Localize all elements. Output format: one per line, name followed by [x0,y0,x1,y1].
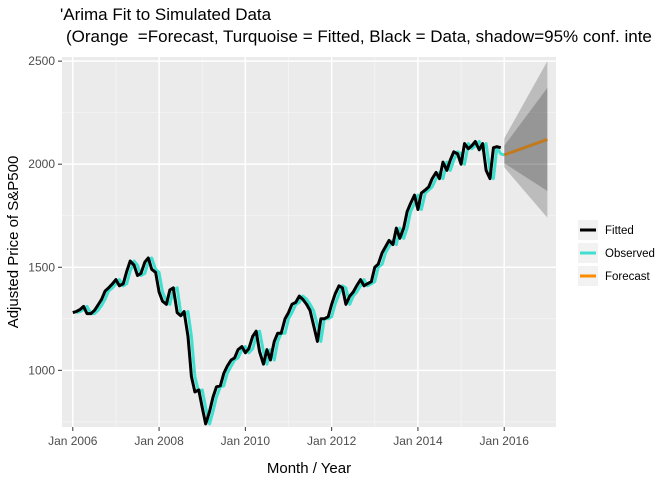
x-tick-label: Jan 2012 [307,434,357,448]
x-tick-label: Jan 2014 [393,434,443,448]
y-axis-title: Adjusted Price of S&P500 [5,156,22,329]
series-line-forecast [503,138,548,157]
confidence-band-95pct [504,61,548,218]
chart-title: 'Arima Fit to Simulated Data [60,5,272,24]
x-axis-title: Month / Year [267,460,351,477]
x-tick-label: Jan 2008 [134,434,184,448]
x-tick-label: Jan 2006 [48,434,98,448]
confidence-band-80pct [504,87,548,191]
y-axis-ticks: 1000 1500 2000 2500 [28,54,62,377]
confidence-bands [504,61,548,218]
y-tick-label: 1500 [28,260,55,274]
y-tick-label: 1000 [28,363,55,377]
legend-label-forecast: Forecast [605,271,651,283]
legend: Fitted Observed Forecast [578,220,655,286]
legend-label-fitted: Fitted [605,225,634,237]
x-tick-label: Jan 2010 [221,434,271,448]
series-line-observed [75,140,505,426]
series-line-fitted [72,140,502,426]
x-axis-ticks: Jan 2006 Jan 2008 Jan 2010 Jan 2012 Jan 2014… [48,427,529,448]
y-tick-label: 2500 [28,54,55,68]
grid-minor [62,57,556,427]
series-lines [72,138,548,426]
legend-label-observed: Observed [605,248,655,260]
y-tick-label: 2000 [28,157,55,171]
chart-subtitle: (Orange =Forecast, Turquoise = Fitted, B… [66,27,652,46]
plot-panel [62,57,556,427]
x-tick-label: Jan 2016 [480,434,530,448]
grid-major [62,57,556,427]
